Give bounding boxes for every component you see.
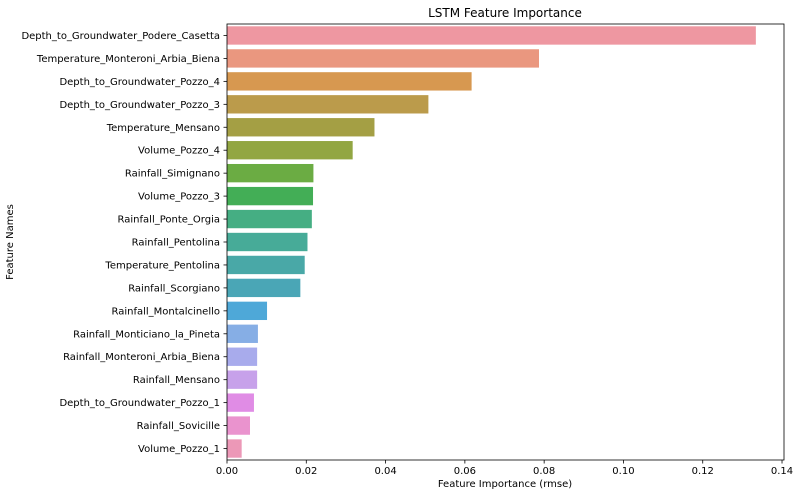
- y-tick-label: Temperature_Monteroni_Arbia_Biena: [36, 54, 220, 65]
- bar-rainfall-sovicille: [227, 416, 250, 435]
- y-tick-label: Rainfall_Simignano: [125, 169, 220, 180]
- x-tick-label: 0.02: [295, 466, 317, 477]
- y-tick-label: Temperature_Mensano: [106, 123, 220, 134]
- y-tick-label: Rainfall_Monteroni_Arbia_Biena: [63, 352, 220, 363]
- bar-volume-pozzo-3: [227, 186, 314, 206]
- x-tick-label: 0.12: [692, 466, 714, 477]
- bar-rainfall-montalcinello: [227, 301, 268, 321]
- bar-rainfall-pentolina: [227, 232, 308, 252]
- x-ticks: 0.00 0.02 0.04 0.06 0.08 0.10 0.12 0.14: [216, 460, 793, 477]
- bar-depth-to-groundwater-pozzo-1: [227, 393, 254, 412]
- y-tick-labels: Depth_to_Groundwater_Podere_Casetta Tempe…: [21, 31, 227, 455]
- bar-rainfall-monteroni-arbia-biena: [227, 347, 258, 366]
- plot-frame: [226, 23, 785, 461]
- bar-depth-to-groundwater-pozzo-3: [227, 95, 429, 114]
- x-tick-label: 0.04: [374, 466, 396, 477]
- x-tick-label: 0.00: [216, 466, 238, 477]
- y-tick-label: Temperature_Pentolina: [104, 260, 220, 271]
- y-tick-label: Volume_Pozzo_4: [138, 146, 220, 157]
- y-tick-label: Depth_to_Groundwater_Podere_Casetta: [21, 31, 220, 42]
- bar-depth-to-groundwater-podere-casetta: [227, 26, 756, 45]
- y-axis-label: Feature Names: [5, 204, 16, 280]
- y-tick-label: Rainfall_Pentolina: [132, 238, 220, 249]
- bars-group: [227, 26, 756, 458]
- bar-rainfall-ponte-orgia: [227, 209, 312, 229]
- y-tick-label: Rainfall_Ponte_Orgia: [118, 215, 220, 226]
- bar-rainfall-simignano: [227, 163, 314, 183]
- y-tick-label: Rainfall_Montalcinello: [111, 306, 220, 317]
- bar-volume-pozzo-1: [227, 439, 242, 458]
- bar-temperature-pentolina: [227, 255, 305, 275]
- bar-rainfall-scorgiano: [227, 278, 301, 298]
- y-tick-label: Depth_to_Groundwater_Pozzo_1: [59, 398, 220, 409]
- bar-temperature-monteroni-arbia-biena: [227, 49, 539, 68]
- bar-rainfall-mensano: [227, 370, 258, 389]
- y-tick-label: Rainfall_Scorgiano: [128, 283, 220, 294]
- x-tick-label: 0.06: [454, 466, 476, 477]
- y-tick-label: Volume_Pozzo_1: [138, 444, 220, 455]
- x-tick-label: 0.14: [771, 466, 793, 477]
- y-tick-label: Volume_Pozzo_3: [138, 192, 220, 203]
- bar-rainfall-monticiano-la-pineta: [227, 324, 258, 343]
- y-tick-label: Rainfall_Monticiano_la_Pineta: [73, 329, 220, 340]
- bar-depth-to-groundwater-pozzo-4: [227, 72, 472, 91]
- y-tick-label: Rainfall_Mensano: [133, 375, 220, 386]
- y-tick-label: Depth_to_Groundwater_Pozzo_3: [59, 100, 220, 111]
- y-tick-label: Depth_to_Groundwater_Pozzo_4: [59, 77, 220, 88]
- y-tick-label: Rainfall_Sovicille: [137, 421, 220, 432]
- x-axis-label: Feature Importance (rmse): [438, 479, 572, 490]
- x-tick-label: 0.08: [533, 466, 555, 477]
- chart-title: LSTM Feature Importance: [428, 6, 582, 20]
- bar-volume-pozzo-4: [227, 141, 353, 160]
- x-tick-label: 0.10: [612, 466, 634, 477]
- bar-temperature-mensano: [227, 118, 375, 137]
